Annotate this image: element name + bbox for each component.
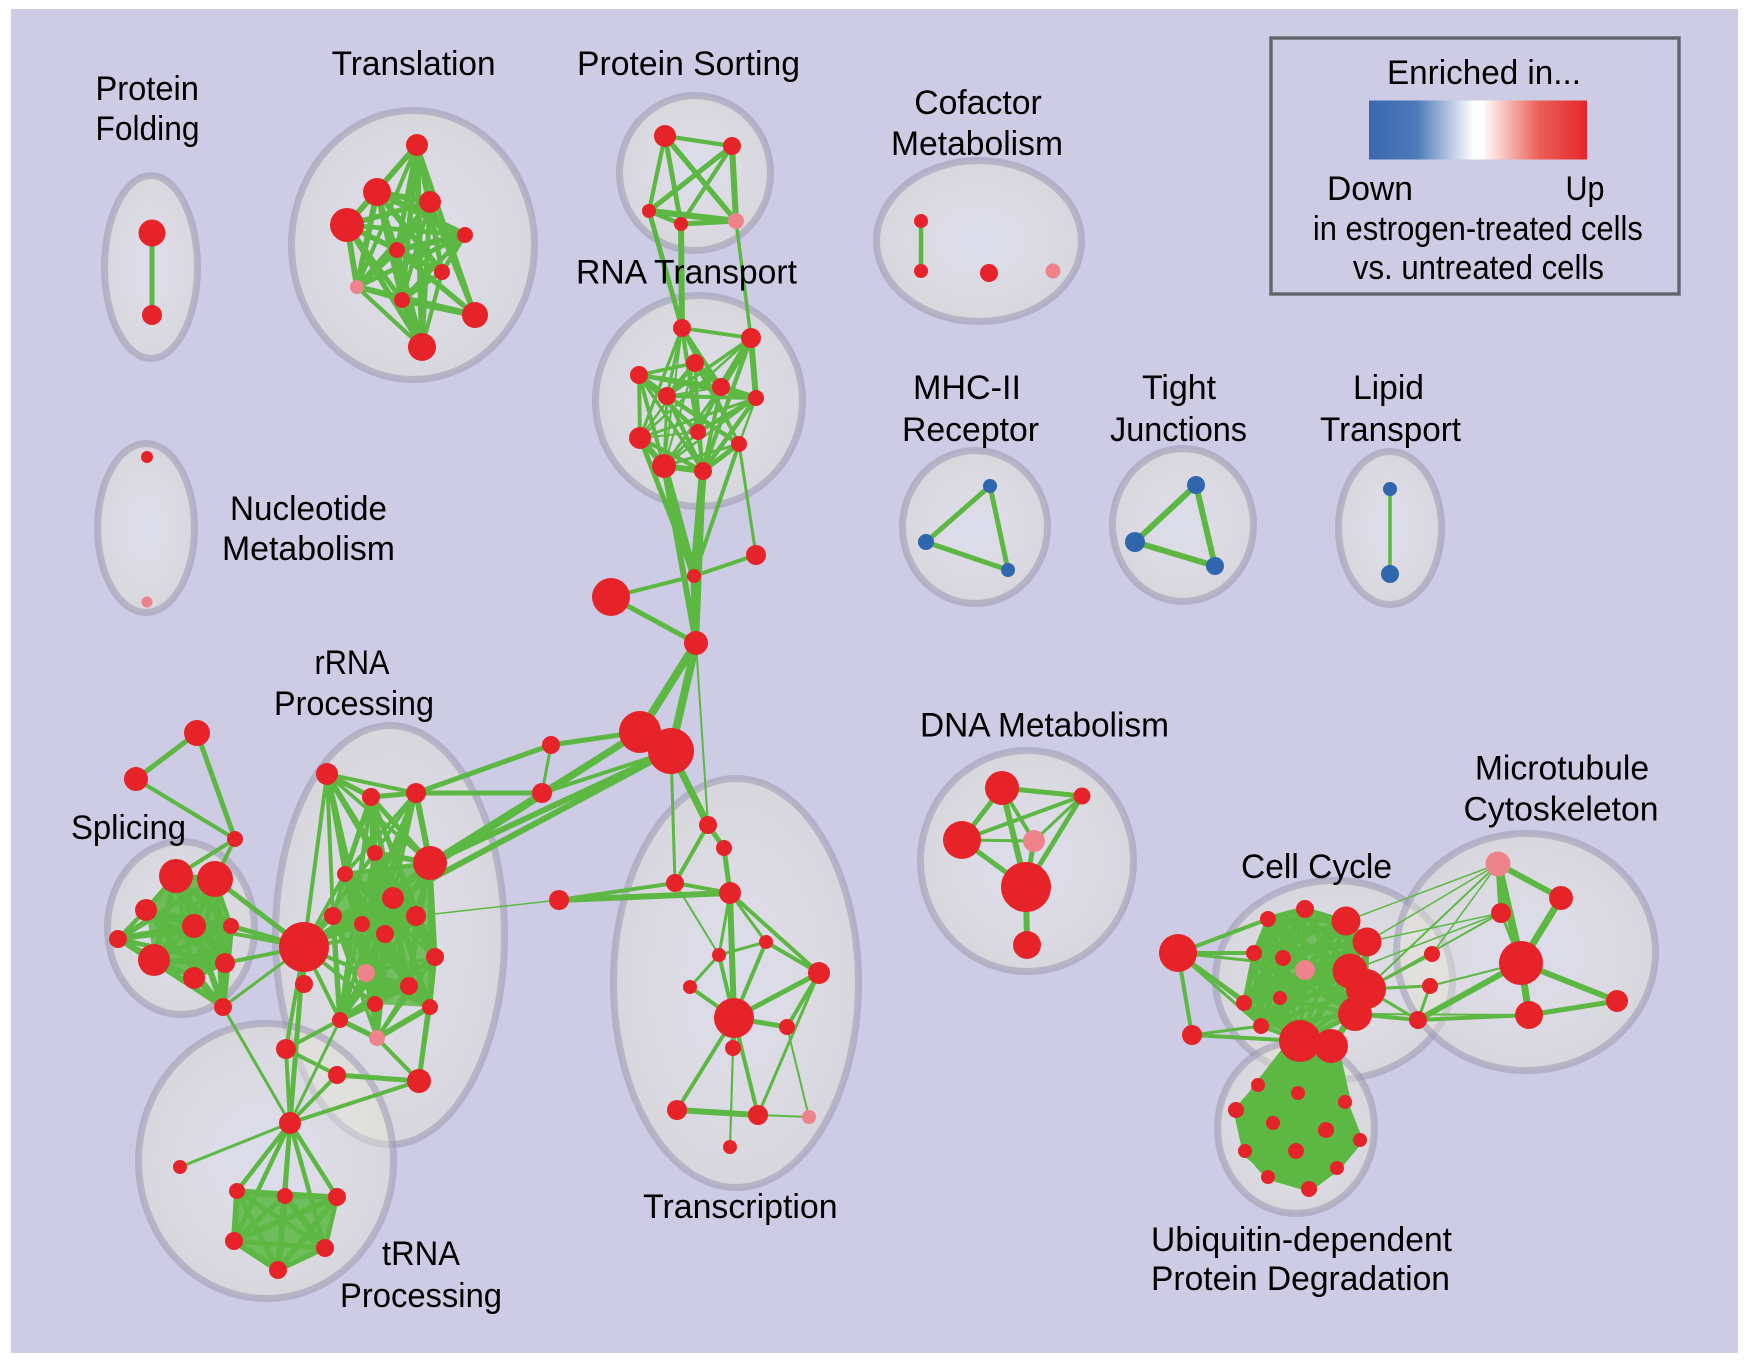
svg-text:rRNA: rRNA [315,644,390,682]
svg-text:Metabolism: Metabolism [222,530,395,568]
svg-text:Junctions: Junctions [1110,411,1247,449]
svg-text:tRNA: tRNA [382,1235,460,1273]
svg-text:Metabolism: Metabolism [891,125,1063,163]
svg-text:DNA Metabolism: DNA Metabolism [920,707,1169,745]
svg-text:Receptor: Receptor [902,411,1039,449]
svg-text:Folding: Folding [96,110,200,148]
svg-text:Processing: Processing [274,685,434,723]
svg-text:Transport: Transport [1320,411,1462,449]
svg-text:Transcription: Transcription [643,1188,838,1226]
svg-text:Processing: Processing [340,1277,502,1315]
svg-text:in estrogen-treated cells: in estrogen-treated cells [1313,210,1643,248]
svg-text:Translation: Translation [332,45,496,83]
svg-text:Protein: Protein [95,70,199,108]
svg-text:Protein Sorting: Protein Sorting [577,45,800,83]
svg-text:Cell Cycle: Cell Cycle [1241,848,1392,886]
svg-text:Microtubule: Microtubule [1475,749,1649,787]
svg-text:Cofactor: Cofactor [914,84,1042,122]
svg-text:Nucleotide: Nucleotide [230,490,387,528]
svg-text:Protein Degradation: Protein Degradation [1151,1260,1450,1298]
svg-text:Up: Up [1566,170,1605,208]
svg-text:vs. untreated cells: vs. untreated cells [1353,249,1604,287]
svg-text:Lipid: Lipid [1353,369,1424,407]
svg-text:Tight: Tight [1142,369,1217,407]
svg-text:Ubiquitin-dependent: Ubiquitin-dependent [1151,1221,1453,1259]
svg-text:Down: Down [1327,170,1413,208]
svg-text:Splicing: Splicing [71,809,186,847]
svg-text:MHC-II: MHC-II [913,369,1021,407]
svg-text:Cytoskeleton: Cytoskeleton [1464,791,1659,829]
svg-text:Enriched in...: Enriched in... [1387,54,1581,92]
svg-text:RNA Transport: RNA Transport [576,254,798,292]
